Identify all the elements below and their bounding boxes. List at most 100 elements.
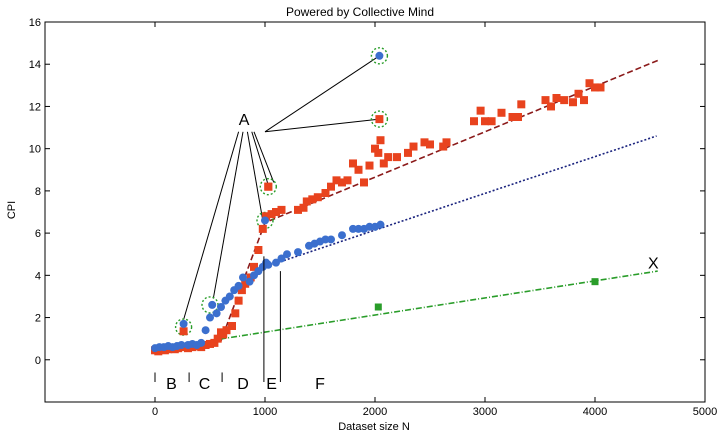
data-point (222, 326, 231, 335)
x-axis-label: Dataset size N (338, 421, 410, 433)
data-point (283, 250, 291, 259)
data-point (231, 309, 240, 318)
data-point (219, 330, 228, 339)
y-tick-label: 16 (29, 17, 41, 29)
y-tick-label: 8 (35, 186, 41, 198)
data-point (321, 235, 330, 244)
x-tick-label: 1000 (253, 406, 277, 418)
data-point (470, 117, 478, 126)
data-point (591, 278, 599, 286)
segment-label: D (237, 376, 249, 393)
data-point (409, 142, 418, 151)
data-point (514, 113, 522, 121)
data-point (206, 339, 214, 348)
data-point (272, 258, 280, 267)
highlight-circle (370, 110, 389, 128)
callout-line (251, 131, 270, 189)
data-point (393, 153, 401, 162)
data-point (179, 327, 188, 336)
plot-frame (44, 21, 706, 403)
y-tick-label: 12 (29, 101, 41, 113)
label-a: A (239, 112, 250, 129)
x-tick-label: 2000 (363, 406, 387, 418)
data-point (277, 254, 286, 263)
data-point (338, 231, 346, 240)
highlight-circle (370, 47, 389, 65)
data-point (365, 161, 374, 170)
axes-ticks (45, 21, 706, 402)
data-point (481, 117, 489, 126)
data-point (371, 144, 379, 153)
data-point (197, 338, 206, 347)
data-point (338, 178, 346, 187)
y-tick-label: 0 (35, 355, 41, 367)
data-point (374, 148, 383, 157)
data-point (439, 142, 448, 151)
data-point (376, 136, 385, 145)
callout-lines (183, 55, 380, 320)
segment-dividers (154, 256, 281, 382)
data-point (354, 224, 363, 233)
data-point (379, 159, 388, 168)
data-point (212, 309, 221, 318)
data-point (179, 319, 188, 328)
data-point (560, 96, 569, 105)
data-point (294, 248, 302, 257)
data-point (210, 338, 219, 347)
data-point (360, 178, 368, 187)
data-point (375, 115, 384, 124)
data-point (302, 197, 311, 206)
data-point (541, 96, 550, 105)
data-point (517, 100, 526, 109)
data-point (420, 138, 429, 147)
segment-label: B (166, 376, 177, 393)
callout-line (183, 131, 240, 320)
data-point (197, 343, 206, 352)
data-point (241, 279, 250, 288)
x-tick-label: 4000 (583, 406, 607, 418)
data-point (228, 322, 236, 330)
x-tick-label: 3000 (473, 406, 497, 418)
callout-line (264, 55, 380, 133)
data-point (272, 208, 280, 216)
data-point (254, 246, 263, 254)
x-tick-label: 0 (152, 406, 158, 418)
data-point (327, 235, 335, 244)
data-point (354, 165, 363, 174)
data-point (376, 220, 385, 229)
data-point (349, 224, 357, 233)
data-point (591, 83, 599, 92)
chart-title: Powered by Collective Mind (286, 5, 434, 19)
data-point (374, 303, 382, 311)
x-tick-label: 5000 (693, 406, 717, 418)
data-point (208, 300, 217, 309)
label-x: X (648, 256, 659, 273)
data-point (476, 106, 485, 115)
data-point (277, 205, 286, 214)
highlight-circle (259, 177, 277, 196)
data-point (384, 153, 393, 162)
data-point (508, 113, 517, 121)
y-axis-label: CPI (6, 201, 18, 219)
data-point (237, 286, 246, 295)
data-point (217, 303, 225, 311)
y-tick-label: 4 (35, 270, 41, 282)
data-point (234, 281, 243, 290)
data-point (250, 262, 258, 271)
data-point (552, 94, 561, 102)
data-point (349, 159, 357, 168)
data-point (375, 51, 384, 60)
plot-area (44, 21, 706, 403)
data-point (201, 341, 210, 349)
y-tick-label: 10 (29, 144, 41, 156)
data-point (365, 222, 374, 231)
data-point (262, 212, 271, 221)
data-point (294, 205, 302, 214)
data-point (267, 210, 276, 219)
y-tick-label: 6 (35, 228, 41, 240)
data-point (245, 277, 254, 286)
data-point (213, 334, 222, 343)
data-point (264, 182, 273, 191)
